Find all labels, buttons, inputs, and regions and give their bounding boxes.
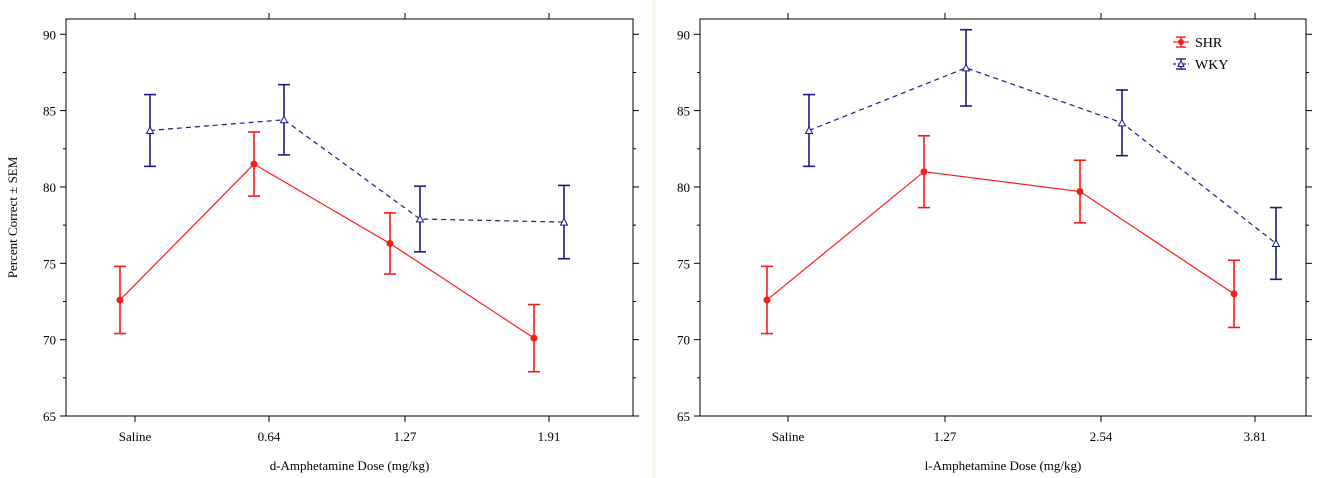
legend: SHR WKY — [1173, 36, 1228, 73]
data-point-shr — [530, 334, 538, 342]
plot-frame — [699, 18, 1307, 417]
data-point-wky — [1271, 238, 1281, 247]
data-point-wky — [279, 115, 289, 124]
plot-frame — [65, 18, 634, 417]
data-point-wky — [1117, 118, 1127, 127]
chart-panel-2: 65 70 75 80 85 90 Saline 1.27 2.54 3.81 l-Amphetam… — [656, 0, 1320, 478]
x-tick-label: 0.64 — [258, 429, 281, 444]
x-axis-title: d-Amphetamine Dose (mg/kg) — [270, 458, 430, 473]
y-tick-label: 80 — [43, 180, 56, 195]
y-tick-label: 80 — [677, 180, 690, 195]
panel-background — [656, 0, 1320, 478]
data-point-wky — [145, 125, 155, 134]
data-point-shr — [920, 168, 928, 176]
y-tick-label: 65 — [43, 409, 56, 424]
y-tick-label: 85 — [43, 104, 56, 119]
y-tick-label: 75 — [677, 256, 690, 271]
data-point-wky — [559, 217, 569, 226]
legend-marker — [1178, 39, 1184, 45]
legend-marker — [1177, 59, 1185, 67]
data-point-shr — [116, 296, 124, 304]
x-axis-title: l-Amphetamine Dose (mg/kg) — [925, 458, 1082, 473]
data-point-wky — [415, 214, 425, 223]
y-tick-label: 70 — [43, 333, 56, 348]
series-line-shr — [119, 163, 535, 339]
y-tick-label: 90 — [43, 27, 56, 42]
x-tick-label: 1.27 — [934, 429, 957, 444]
data-point-wky — [961, 63, 971, 72]
chart-panel-1: 65 70 75 80 85 90 Saline 0.64 1.27 1.91 d-Amphetam… — [0, 0, 652, 478]
y-tick-label: 75 — [43, 256, 56, 271]
data-point-shr — [763, 296, 771, 304]
x-tick-label: Saline — [772, 429, 805, 444]
y-tick-label: 65 — [677, 409, 690, 424]
x-tick-label: Saline — [119, 429, 152, 444]
x-tick-label: 1.91 — [538, 429, 561, 444]
legend-label: WKY — [1195, 58, 1228, 73]
y-tick-label: 85 — [677, 104, 690, 119]
x-tick-label: 3.81 — [1244, 429, 1267, 444]
series-line-shr — [766, 171, 1235, 301]
x-tick-label: 1.27 — [394, 429, 417, 444]
y-tick-label: 70 — [677, 333, 690, 348]
data-point-shr — [1230, 290, 1238, 298]
y-axis-title: Percent Correct ± SEM — [5, 156, 20, 278]
legend-label: SHR — [1195, 36, 1223, 51]
y-tick-label: 90 — [677, 27, 690, 42]
data-point-shr — [250, 160, 258, 168]
panel-background — [0, 0, 652, 478]
series-line-wky — [808, 67, 1277, 244]
data-point-shr — [386, 239, 394, 247]
x-tick-label: 2.54 — [1090, 429, 1113, 444]
data-point-shr — [1076, 188, 1084, 196]
data-point-wky — [804, 125, 814, 134]
series-line-wky — [149, 119, 565, 223]
